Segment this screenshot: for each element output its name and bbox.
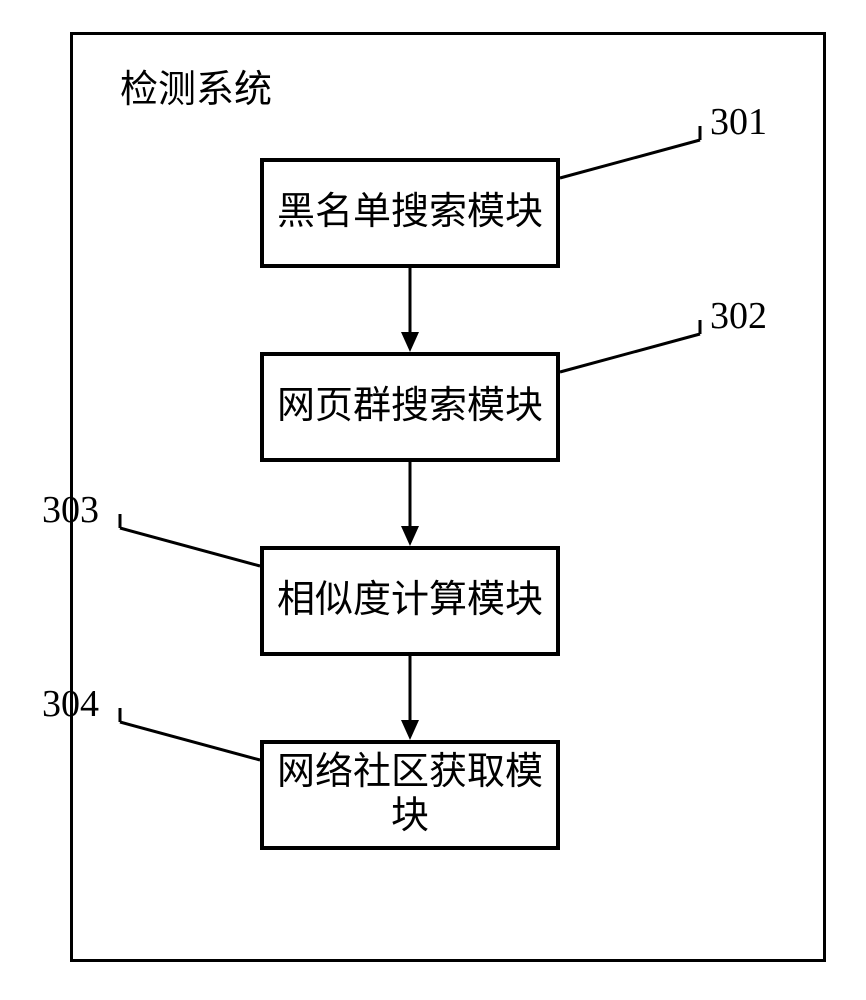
reference-leader [558, 120, 702, 182]
reference-number: 303 [42, 488, 99, 532]
flow-node-label: 网络社区获取模块 [264, 751, 556, 838]
reference-number: 304 [42, 682, 99, 726]
flow-node: 相似度计算模块 [260, 546, 560, 656]
reference-leader [118, 508, 262, 570]
flow-arrow [392, 268, 428, 352]
flow-node: 网络社区获取模块 [260, 740, 560, 850]
reference-leader [558, 314, 702, 376]
flow-node: 网页群搜索模块 [260, 352, 560, 462]
diagram-title: 检测系统 [120, 58, 272, 113]
reference-number: 302 [710, 294, 767, 338]
flow-node-label: 网页群搜索模块 [271, 385, 549, 429]
reference-leader [118, 702, 262, 764]
flow-arrow [392, 656, 428, 740]
flow-node-label: 黑名单搜索模块 [271, 191, 549, 235]
flow-node: 黑名单搜索模块 [260, 158, 560, 268]
reference-number: 301 [710, 100, 767, 144]
flow-node-label: 相似度计算模块 [271, 579, 549, 623]
flow-arrow [392, 462, 428, 546]
